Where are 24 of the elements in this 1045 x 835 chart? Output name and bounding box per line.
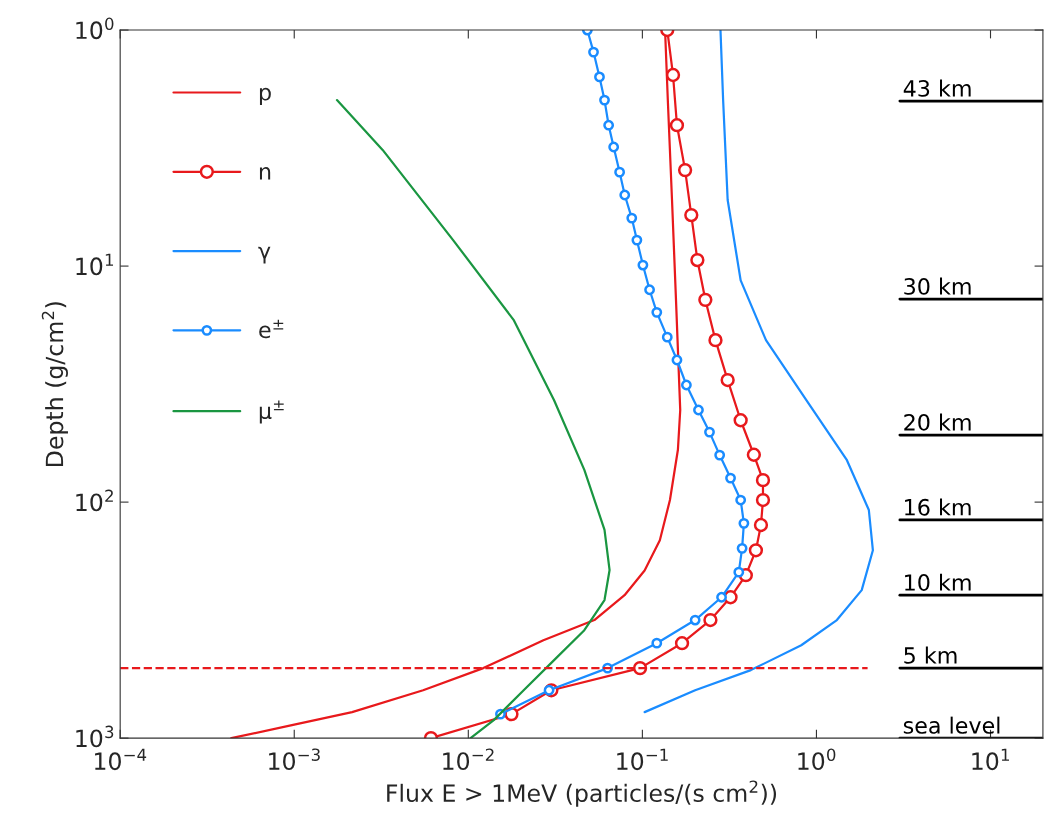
- y-tick-label: 10$^{1}$: [76, 253, 114, 276]
- ref-line-label: 5 km: [904, 646, 957, 664]
- legend-label: μ$^{±}$: [259, 400, 284, 424]
- legend-label: γ: [258, 246, 271, 264]
- y-tick-label: 10$^{3}$: [76, 725, 114, 748]
- y-tick-label: 10$^{2}$: [76, 489, 113, 512]
- legend-label: n: [259, 167, 271, 180]
- ref-line-label: 10 km: [905, 573, 971, 591]
- ref-line-label: 16 km: [905, 498, 971, 516]
- x-tick-label: 10$^{0}$: [798, 748, 836, 771]
- ref-line-label: sea level: [903, 716, 1000, 734]
- x-tick-label: 10$^{−4}$: [95, 748, 147, 771]
- ref-line-label: 30 km: [904, 277, 971, 295]
- x-tick-label: 10$^{−1}$: [617, 748, 668, 771]
- y-axis-title: Depth (g/cm$^{2}$): [41, 302, 68, 466]
- ref-line-label: 43 km: [903, 79, 971, 97]
- x-tick-label: 10$^{−2}$: [443, 748, 494, 771]
- ref-line-label: 20 km: [904, 413, 971, 431]
- x-tick-label: 10$^{1}$: [972, 748, 1009, 771]
- y-tick-label: 10$^{0}$: [76, 17, 114, 40]
- x-tick-label: 10$^{−3}$: [269, 748, 320, 771]
- legend-label: e$^{±}$: [259, 319, 284, 339]
- x-axis-title: Flux E > 1MeV (particles/(s cm$^{2}$)): [387, 780, 777, 807]
- legend-label: p: [259, 87, 271, 105]
